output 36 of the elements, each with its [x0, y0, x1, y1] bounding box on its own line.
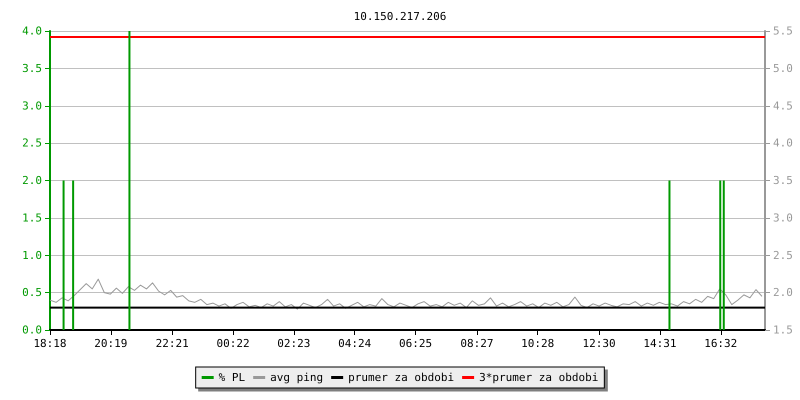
x-tick-label: 22:21	[156, 337, 189, 350]
y2-tick-label: 1.5	[773, 324, 793, 336]
legend-label: avg ping	[270, 371, 324, 384]
y-tick-label: 4.0	[22, 24, 42, 38]
legend-label: 3*prumer za obdobi	[479, 371, 598, 384]
line-series	[50, 278, 762, 310]
y-tick-label: 0.0	[22, 324, 42, 336]
x-tick-label: 06:25	[398, 337, 432, 350]
legend-label: prumer za obdobi	[348, 371, 454, 384]
y2-tick-label: 2.5	[773, 248, 793, 262]
y-tick-label: 3.5	[22, 62, 42, 75]
y2-tick-label: 5.5	[773, 24, 793, 38]
x-tick-label: 14:31	[643, 337, 676, 350]
y2-tick-label: 3.5	[773, 174, 793, 187]
x-tick-label: 16:32	[704, 337, 738, 350]
y2-tick-label: 5.0	[773, 62, 793, 75]
x-tick-label: 08:27	[460, 337, 494, 350]
x-tick-label: 20:19	[94, 337, 128, 350]
x-tick-label: 18:18	[33, 337, 67, 350]
x-tick-label: 10:28	[521, 337, 554, 350]
y-tick-label: 3.0	[22, 99, 42, 112]
y-tick-label: 1.0	[22, 248, 42, 262]
chart-title: 10.150.217.206	[354, 10, 446, 23]
y-tick-label: 0.5	[22, 286, 42, 300]
y2-tick-label: 4.0	[773, 136, 793, 150]
y-tick-label: 2.0	[22, 174, 42, 187]
y2-tick-label: 3.0	[773, 211, 793, 224]
y2-tick-label: 4.5	[773, 99, 793, 112]
x-tick-label: 04:24	[338, 337, 372, 350]
y-tick-label: 2.5	[22, 136, 42, 150]
x-tick-label: 02:23	[277, 337, 310, 350]
y-tick-label: 1.5	[22, 211, 42, 224]
x-tick-label: 00:22	[216, 337, 250, 350]
y2-tick-label: 2.0	[773, 286, 793, 300]
x-tick-label: 12:30	[582, 337, 616, 350]
legend-label: % PL	[218, 371, 246, 384]
